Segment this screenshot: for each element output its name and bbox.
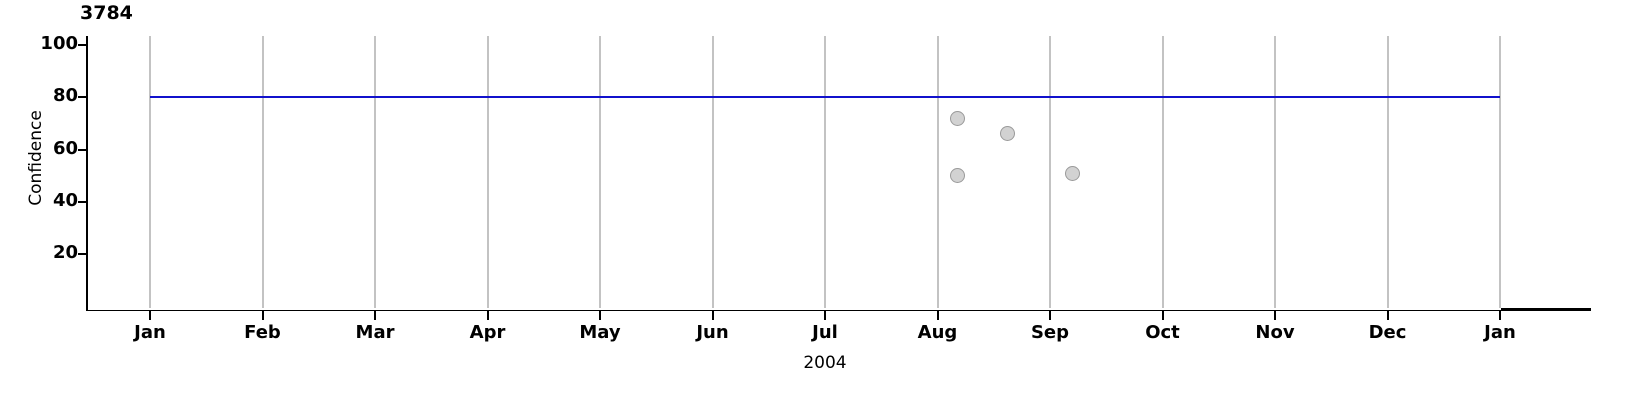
y-tick-label: 20 [52,242,78,263]
y-tick-label: 60 [52,137,78,159]
gridline-vertical [599,36,601,308]
x-tick-mark [1049,311,1051,320]
data-point [950,168,966,184]
data-point [950,110,966,126]
data-point [999,126,1015,142]
x-tick-mark [599,311,601,320]
x-tick-label: Apr [469,322,506,343]
x-tick-mark [149,311,151,320]
gridline-vertical [1499,36,1501,308]
y-tick-mark [78,44,86,46]
x-tick-label: Oct [1145,322,1180,343]
gridline-vertical [1274,36,1276,308]
x-tick-label: Aug [917,322,958,343]
x-axis-label: 2004 [803,353,847,373]
x-tick-mark [1499,311,1501,320]
x-tick-mark [1386,311,1389,320]
data-point [1065,165,1080,181]
gridline-vertical [1386,36,1389,308]
y-tick-label: 100 [40,33,78,54]
x-tick-label: Jun [696,322,729,343]
gridline-vertical [261,36,264,308]
x-tick-label: Feb [244,322,281,343]
x-tick-mark [1161,311,1164,320]
x-tick-label: Jan [1484,322,1516,343]
x-tick-label: Sep [1030,322,1070,343]
x-tick-mark [374,311,376,320]
x-tick-mark [261,311,264,320]
x-tick-mark [486,311,489,320]
y-axis-label: Confidence [26,110,46,206]
x-tick-label: Nov [1255,322,1295,343]
gridline-vertical [1049,36,1051,308]
y-tick-mark [78,148,86,151]
x-tick-mark [936,311,939,320]
gridline-vertical [1161,36,1164,308]
chart-title: 3784 [80,2,133,24]
y-tick-label: 40 [52,189,78,211]
x-tick-label: Dec [1368,322,1407,343]
y-tick-mark [78,96,86,99]
plot-area [88,36,1501,310]
gridline-vertical [824,36,826,308]
x-tick-label: Jul [812,322,838,343]
y-tick-mark [78,253,86,255]
gridline-vertical [486,36,489,308]
gridline-vertical [149,36,151,308]
x-tick-mark [1274,311,1276,320]
y-tick-mark [78,200,86,203]
gridline-vertical [936,36,939,308]
gridline-vertical [374,36,376,308]
confidence-threshold-line [150,96,1500,99]
gridline-vertical [711,36,714,308]
x-tick-mark [711,311,714,320]
x-tick-label: Jan [134,322,166,343]
y-axis-spine [86,36,89,310]
x-tick-label: May [579,322,621,343]
x-tick-label: Mar [355,322,395,343]
x-tick-mark [824,311,826,320]
y-tick-label: 80 [52,85,78,107]
